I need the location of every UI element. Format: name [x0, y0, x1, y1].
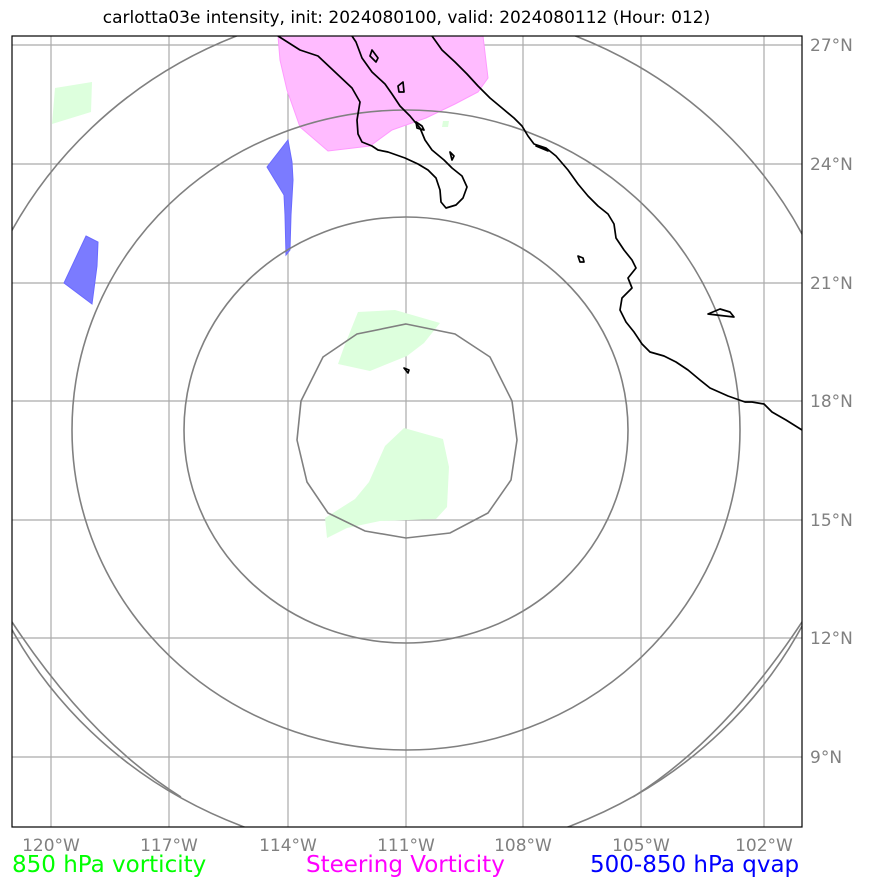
- legend-steering-vorticity: Steering Vorticity: [306, 852, 505, 878]
- lon-tick-labels: 120°W 117°W 114°W 111°W 108°W 105°W 102°…: [22, 836, 793, 856]
- lat-label: 21°N: [810, 274, 853, 294]
- island-7: [403, 367, 410, 374]
- lat-label: 18°N: [810, 392, 853, 412]
- steering-vorticity-area: [277, 36, 489, 152]
- map-title: carlotta03e intensity, init: 2024080100,…: [102, 8, 711, 28]
- lat-tick-labels: 27°N 24°N 21°N 18°N 15°N 12°N 9°N: [810, 36, 853, 768]
- island-1: [369, 49, 379, 63]
- lat-label: 24°N: [810, 155, 853, 175]
- legend-qvap: 500-850 hPa qvap: [590, 852, 800, 878]
- lon-label: 120°W: [22, 836, 80, 856]
- vorticity-850-area-small: [442, 121, 449, 127]
- vorticity-850-area-south: [325, 428, 449, 538]
- ring-2: [183, 216, 629, 644]
- distance-rings: [12, 36, 802, 827]
- lon-label: 111°W: [377, 836, 435, 856]
- ring-fragment-se: [632, 621, 802, 798]
- ring-4: [12, 36, 802, 827]
- lat-label: 12°N: [810, 629, 853, 649]
- qvap-area-north: [266, 138, 294, 257]
- island-8: [535, 145, 549, 152]
- lat-label: 9°N: [810, 748, 842, 768]
- legend-850-vorticity: 850 hPa vorticity: [12, 852, 207, 878]
- lat-label: 15°N: [810, 511, 853, 531]
- island-4: [449, 151, 455, 161]
- ring-3: [71, 109, 741, 751]
- mainland-coast: [431, 36, 802, 431]
- lon-label: 108°W: [494, 836, 552, 856]
- qvap-area-west: [63, 235, 99, 305]
- coastline: [277, 36, 802, 431]
- lat-label: 27°N: [810, 36, 853, 56]
- ring-inner: [296, 323, 518, 539]
- baja-coast: [277, 36, 468, 209]
- map-frame: [11, 35, 803, 828]
- lon-label: 117°W: [140, 836, 198, 856]
- island-3: [415, 121, 425, 131]
- lon-label: 114°W: [259, 836, 317, 856]
- lon-label: 105°W: [612, 836, 670, 856]
- vorticity-850-area-center: [338, 310, 440, 371]
- island-5: [577, 255, 585, 263]
- island-2: [397, 81, 405, 93]
- island-6: [707, 308, 735, 318]
- lon-label: 102°W: [735, 836, 793, 856]
- vorticity-850-area-nw: [52, 82, 92, 124]
- ring-fragment-sw: [12, 621, 182, 798]
